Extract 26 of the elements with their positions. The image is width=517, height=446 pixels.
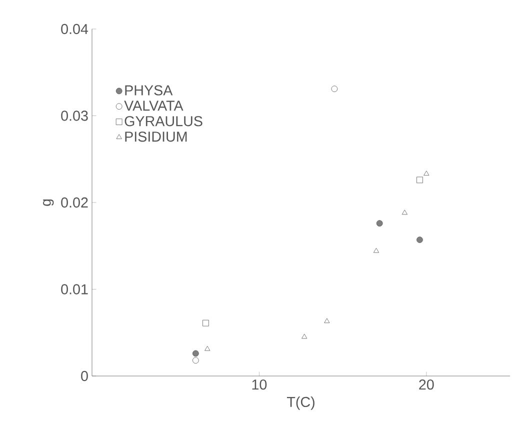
y-axis-title: g: [43, 199, 54, 206]
x-tick-label: 20: [419, 380, 434, 390]
point: [202, 320, 209, 326]
legend-label: VALVATA: [124, 100, 184, 111]
point: [416, 236, 423, 243]
point: [331, 86, 338, 92]
y-tick-label: 0: [81, 370, 88, 382]
point: [376, 220, 383, 227]
point: [324, 318, 330, 324]
point: [424, 170, 430, 176]
point: [302, 334, 308, 339]
y-tick-label: 0.04: [61, 24, 88, 34]
x-axis-title: T(C): [286, 396, 314, 410]
point: [373, 248, 380, 253]
point: [402, 210, 408, 215]
point: [204, 346, 210, 351]
legend-label: GYRAULUS: [124, 116, 202, 126]
y-tick-label: 0.01: [61, 284, 88, 294]
y-tick-label: 0.03: [61, 110, 88, 121]
legend-label: PISIDIUM: [125, 132, 187, 142]
x-tick-label: 10: [252, 380, 267, 390]
point: [192, 357, 199, 364]
y-tick-label: 0.02: [61, 197, 88, 208]
point: [416, 176, 423, 184]
point: [192, 350, 199, 357]
legend-label: PHYSA: [125, 85, 173, 96]
